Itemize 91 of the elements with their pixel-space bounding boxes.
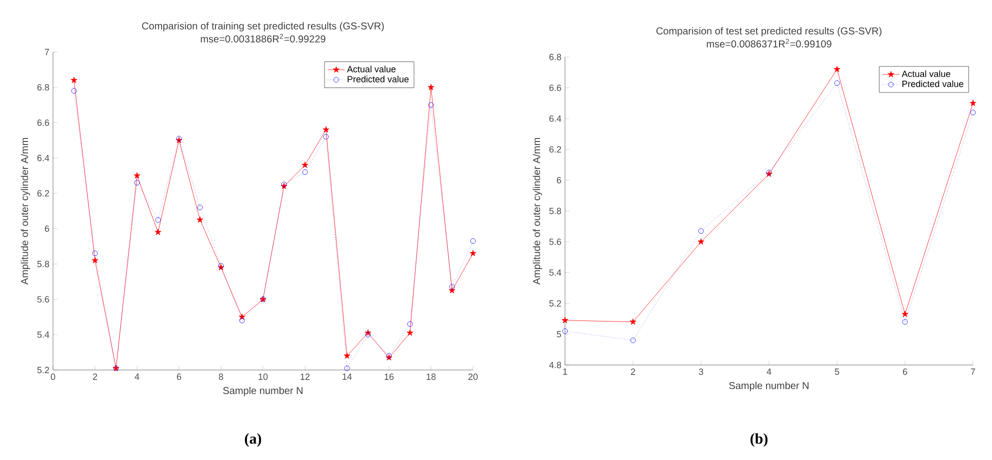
- chart-subtitle: mse=0.0031886R$^{2}$=0.99229: [200, 34, 326, 42]
- x-axis-title: Sample number N: [223, 386, 302, 396]
- x-tick-label: 4: [134, 374, 140, 380]
- x-axis-title: Sample number N: [729, 382, 808, 392]
- x-tick-label: 7: [970, 368, 976, 375]
- point: [630, 338, 636, 344]
- point: [344, 366, 350, 371]
- point: [448, 287, 456, 294]
- point: [302, 162, 308, 168]
- point: [834, 66, 840, 72]
- point: [155, 217, 161, 223]
- x-tick-label: 6: [176, 374, 182, 380]
- x-tick-label: 18: [426, 374, 436, 380]
- point: [449, 284, 455, 290]
- y-tick-label: 6.2: [549, 146, 562, 153]
- y-tick-label: 7: [44, 48, 50, 56]
- point: [428, 84, 434, 90]
- legend-label: Predicted value: [348, 76, 409, 82]
- y-tick-label: 6.4: [549, 115, 562, 122]
- point: [902, 319, 908, 325]
- point: [834, 80, 840, 86]
- point: [970, 110, 976, 116]
- point: [562, 316, 568, 324]
- point: [344, 352, 350, 359]
- y-tick-label: 6.6: [37, 119, 50, 126]
- point: [154, 228, 162, 236]
- point: [323, 134, 329, 140]
- point: [562, 328, 568, 334]
- x-tick-label: 10: [258, 374, 268, 380]
- text: (a): [244, 433, 262, 447]
- y-axis-title: Amplitude of outer cylinder A/mm: [532, 138, 542, 285]
- legend-label: Actual value: [346, 66, 396, 72]
- y-tick-label: 6.6: [549, 84, 562, 91]
- point: [407, 321, 413, 327]
- point: [302, 169, 308, 175]
- x-tick-label: 6: [902, 368, 908, 375]
- y-tick-label: 6.8: [37, 84, 50, 91]
- y-tick-label: 5.8: [549, 208, 562, 214]
- x-tick-label: 3: [698, 368, 704, 375]
- point: [70, 76, 78, 84]
- x-tick-label: 5: [834, 368, 840, 375]
- y-tick-label: 6.4: [37, 154, 50, 162]
- point: [365, 332, 371, 338]
- y-tick-label: 6.8: [549, 54, 562, 60]
- y-tick-label: 5.6: [549, 238, 562, 245]
- point: [406, 329, 414, 336]
- x-tick-label: 2: [92, 374, 98, 380]
- x-tick-label: 16: [384, 374, 394, 380]
- y-tick-label: 5.2: [37, 366, 50, 374]
- chart-subtitle: mse=0.0086371R$^{2}$=0.99109: [706, 38, 832, 48]
- y-axis-title: Amplitude of outer cylinder A/mm: [20, 138, 30, 285]
- text: (b): [750, 433, 768, 447]
- point: [322, 126, 330, 133]
- point: [239, 318, 245, 324]
- y-tick-label: 5.2: [549, 300, 562, 307]
- y-tick-label: 5: [556, 331, 562, 338]
- point: [970, 100, 976, 106]
- chart-title: Comparision of test set predicted results (GS-SVR): [656, 27, 882, 36]
- point: [197, 204, 203, 210]
- point: [428, 102, 434, 108]
- x-tick-label: 1: [563, 368, 568, 375]
- y-tick-label: 4.8: [549, 362, 562, 368]
- x-tick-label: 2: [630, 368, 636, 375]
- x-tick-label: 4: [766, 368, 772, 375]
- y-tick-label: 5.8: [37, 260, 50, 268]
- point: [698, 228, 704, 234]
- point: [470, 238, 476, 244]
- point: [134, 172, 140, 178]
- x-tick-label: 0: [50, 374, 56, 380]
- point: [698, 238, 704, 245]
- point: [196, 216, 204, 223]
- y-tick-label: 5.4: [37, 332, 50, 338]
- chart-title: Comparision of training set predicted results (GS-SVR): [142, 22, 384, 32]
- point: [134, 180, 140, 186]
- y-tick-label: 5.4: [549, 269, 562, 276]
- y-tick-label: 5.6: [37, 296, 50, 303]
- point: [470, 250, 476, 256]
- x-tick-label: 20: [468, 374, 478, 380]
- point: [902, 310, 908, 318]
- x-tick-label: 8: [218, 374, 224, 380]
- point: [71, 88, 77, 94]
- point: [630, 318, 636, 325]
- point: [92, 250, 98, 256]
- x-tick-label: 12: [300, 374, 310, 380]
- y-tick-label: 6: [44, 225, 50, 232]
- legend-label: Predicted value: [902, 80, 964, 88]
- x-tick-label: 14: [342, 374, 352, 380]
- legend-label: Actual value: [902, 70, 950, 78]
- y-tick-label: 6.2: [37, 190, 50, 197]
- y-tick-label: 6: [556, 177, 562, 184]
- point: [92, 257, 98, 264]
